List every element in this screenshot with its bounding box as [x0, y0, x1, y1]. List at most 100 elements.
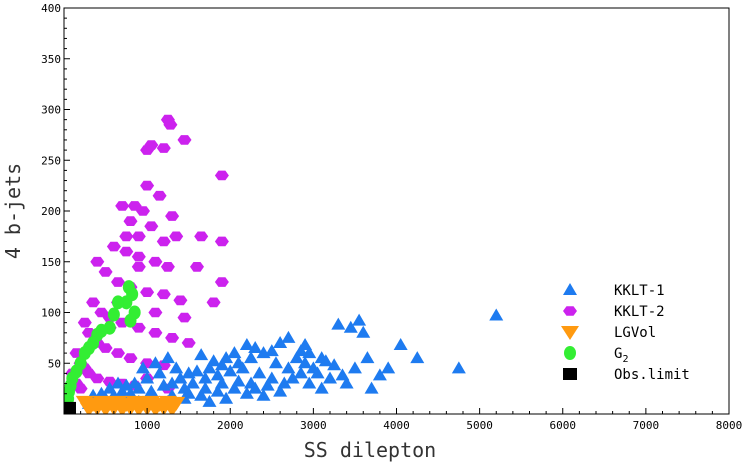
point-kklt-1	[239, 337, 254, 350]
point-kklt-1	[194, 348, 209, 361]
point-lgvol	[163, 402, 182, 414]
point-kklt-1	[248, 341, 263, 354]
point-kklt-2	[102, 376, 117, 387]
point-kklt-1	[273, 384, 288, 397]
point-kklt-1	[393, 337, 408, 350]
legend-marker-kklt-1	[563, 283, 577, 295]
point-kklt-1	[111, 376, 126, 389]
point-kklt-2	[73, 383, 88, 394]
x-tick-label: 8000	[716, 419, 743, 432]
point-kklt-2	[152, 190, 167, 201]
point-kklt-1	[331, 317, 346, 330]
point-kklt-1	[202, 394, 217, 407]
point-kklt-1	[260, 378, 275, 391]
point-kklt-1	[214, 376, 229, 389]
point-kklt-1	[244, 351, 259, 364]
point-kklt-1	[173, 371, 188, 384]
point-kklt-1	[231, 356, 246, 369]
point-kklt-2	[111, 348, 125, 358]
x-tick-label: 5000	[466, 419, 493, 432]
point-kklt-1	[298, 356, 313, 369]
point-g2	[112, 295, 125, 310]
point-kklt-2	[206, 297, 221, 308]
point-kklt-1	[194, 388, 209, 401]
point-kklt-2	[165, 211, 180, 221]
point-kklt-1	[310, 366, 325, 379]
legend-label-g2: G2	[614, 346, 628, 365]
point-kklt-2	[111, 277, 125, 287]
point-kklt-2	[173, 295, 188, 306]
point-kklt-2	[136, 206, 150, 216]
point-kklt-1	[264, 371, 279, 384]
point-kklt-1	[314, 381, 329, 394]
point-kklt-2	[156, 236, 171, 247]
point-kklt-2	[190, 262, 204, 272]
point-kklt-2	[148, 256, 163, 267]
point-kklt-1	[314, 351, 329, 364]
point-kklt-1	[190, 364, 204, 377]
point-kklt-1	[302, 376, 317, 389]
y-axis: 50 100 150 200 250 300 350 400	[41, 2, 70, 405]
point-kklt-1	[323, 371, 337, 384]
x-tick-label: 3000	[300, 419, 327, 432]
point-kklt-1	[165, 376, 180, 389]
point-kklt-2	[119, 231, 134, 242]
y-tick-label: 250	[41, 154, 61, 167]
point-kklt-2	[156, 143, 171, 153]
point-kklt-2	[214, 236, 229, 247]
point-kklt-1	[210, 384, 225, 397]
point-kklt-2	[131, 231, 146, 242]
point-kklt-1	[198, 371, 213, 384]
point-kklt-2	[123, 216, 138, 226]
y-tick-label: 350	[41, 53, 61, 66]
x-axis: 1000 2000 3000 4000 5000 6000 7000 8000	[80, 408, 743, 432]
point-kklt-2	[131, 251, 146, 262]
point-kklt-1	[339, 376, 354, 389]
legend-label-lgvol: LGVol	[614, 325, 656, 341]
y-tick-label: 200	[41, 205, 61, 218]
point-kklt-2	[148, 307, 163, 318]
point-g2	[126, 287, 139, 302]
point-kklt-1	[202, 361, 217, 374]
point-kklt-1	[293, 366, 308, 379]
point-kklt-2	[177, 135, 192, 145]
point-kklt-2	[181, 338, 196, 348]
x-tick-label: 2000	[217, 419, 244, 432]
point-kklt-1	[239, 386, 254, 399]
point-kklt-1	[115, 384, 130, 397]
point-kklt-1	[102, 381, 117, 394]
point-kklt-2	[144, 221, 159, 232]
point-kklt-1	[231, 374, 246, 387]
plot-frame	[63, 7, 730, 415]
point-kklt-1	[148, 356, 163, 369]
point-kklt-2	[123, 353, 138, 363]
point-g2	[124, 313, 137, 328]
point-kklt-1	[181, 366, 196, 379]
legend-marker-g2	[564, 346, 576, 360]
point-kklt-1	[489, 308, 504, 321]
point-kklt-2	[98, 267, 113, 277]
point-kklt-1	[127, 376, 142, 389]
x-tick-label: 1000	[134, 419, 161, 432]
point-kklt-2	[177, 312, 192, 323]
point-kklt-1	[281, 330, 296, 343]
point-kklt-2	[106, 241, 121, 252]
y-tick-label: 50	[48, 357, 61, 370]
point-kklt-1	[214, 358, 229, 371]
x-axis-title: SS dilepton	[304, 438, 436, 462]
point-kklt-2	[115, 201, 130, 211]
y-tick-label: 100	[41, 307, 61, 320]
point-kklt-1	[256, 388, 271, 401]
legend-marker-lgvol	[561, 326, 579, 340]
point-kklt-1	[285, 371, 300, 384]
point-kklt-1	[268, 356, 283, 369]
point-kklt-1	[356, 325, 371, 338]
y-tick-label: 400	[41, 2, 61, 15]
point-kklt-2	[131, 262, 146, 272]
point-kklt-2	[140, 287, 155, 297]
point-kklt-1	[210, 368, 225, 381]
point-kklt-2	[119, 246, 134, 257]
point-kklt-1	[219, 391, 234, 404]
point-g2	[107, 307, 120, 322]
